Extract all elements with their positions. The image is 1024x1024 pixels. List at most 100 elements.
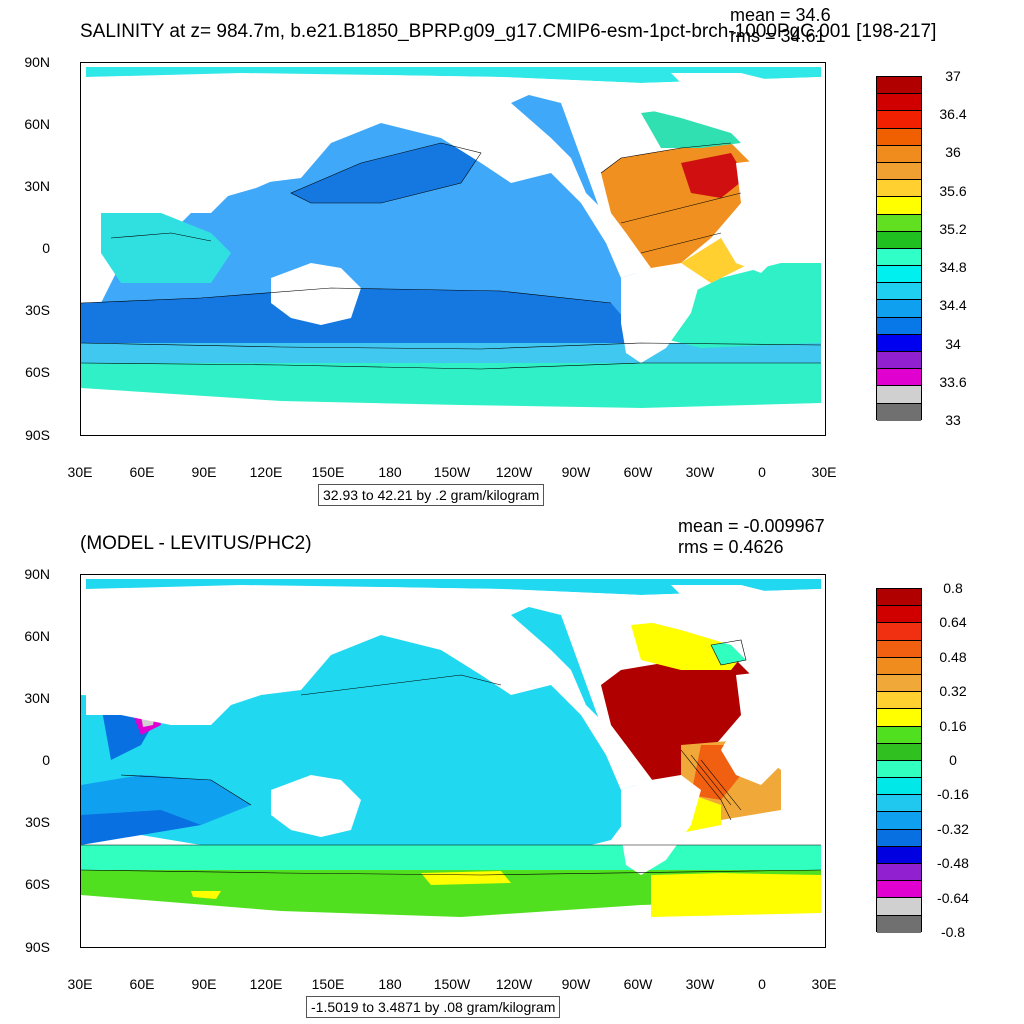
difference-panel: (MODEL - LEVITUS/PHC2) mean = -0.009967 … — [0, 512, 1024, 1024]
colorbar-label: 35.6 — [939, 182, 967, 199]
colorbar-cell — [877, 334, 921, 352]
x-tick-label: 60E — [129, 464, 155, 480]
x-tick-label: 60E — [129, 976, 155, 992]
y-tick-label: 90S — [25, 427, 50, 443]
x-tick-label: 90E — [191, 464, 217, 480]
panel-title: SALINITY at z= 984.7m, b.e21.B1850_BPRP.… — [80, 21, 937, 42]
colorbar-cell — [877, 829, 921, 847]
y-tick-label: 60S — [25, 364, 50, 380]
x-tick-label: 180 — [378, 976, 402, 992]
colorbar-label: 0.8 — [943, 580, 963, 596]
colorbar-cell — [877, 300, 921, 318]
colorbar-cell — [877, 881, 921, 899]
colorbar-label: -0.32 — [937, 820, 969, 837]
colorbar-cell — [877, 760, 921, 779]
colorbar-label: 37 — [945, 68, 961, 84]
colorbar — [876, 76, 922, 421]
x-tick-label: 150E — [311, 976, 345, 992]
colorbar-cell — [877, 674, 921, 693]
y-tick-label: 90N — [24, 566, 50, 582]
x-tick-label: 30E — [67, 976, 93, 992]
colorbar-label: 36.4 — [939, 106, 967, 123]
x-tick-label: 150W — [433, 976, 471, 992]
x-tick-label: 120E — [249, 976, 283, 992]
y-tick-label: 60N — [24, 628, 50, 644]
colorbar-label: 35.2 — [939, 220, 967, 237]
colorbar-cell — [877, 317, 921, 335]
colorbar-cell — [877, 898, 921, 916]
colorbar-label: -0.64 — [937, 889, 969, 906]
colorbar-cell — [877, 692, 921, 710]
colorbar-label: 34.8 — [939, 259, 967, 276]
colorbar-label: 36 — [945, 144, 961, 161]
colorbar-cell — [877, 657, 921, 675]
colorbar-cell — [877, 403, 921, 421]
x-tick-label: 30W — [685, 976, 715, 992]
colorbar-cell — [877, 864, 921, 882]
colorbar-label: 34 — [945, 335, 961, 352]
x-tick-label: 90E — [191, 976, 217, 992]
colorbar-cell — [877, 197, 921, 215]
x-tick-label: 60W — [623, 464, 653, 480]
colorbar-label: 0.16 — [939, 717, 967, 734]
salinity-map-canvas — [81, 67, 822, 435]
colorbar-cell — [877, 709, 921, 727]
y-tick-label: 60S — [25, 876, 50, 892]
x-tick-label: 90W — [561, 976, 591, 992]
colorbar-cell — [877, 743, 921, 761]
rms-label: rms = 0.4626 — [678, 537, 784, 557]
contour-range-label: 32.93 to 42.21 by .2 gram/kilogram — [318, 484, 545, 506]
x-tick-label: 150E — [311, 464, 345, 480]
y-tick-label: 0 — [42, 752, 50, 768]
rms-label: rms = 34.61 — [730, 26, 826, 46]
colorbar-cell — [877, 248, 921, 267]
y-tick-label: 30S — [25, 814, 50, 830]
colorbar-cell — [877, 128, 921, 146]
colorbar-cell — [877, 386, 921, 404]
salinity-map — [80, 62, 826, 436]
x-tick-label: 0 — [758, 976, 766, 992]
colorbar-label: 0.64 — [939, 614, 967, 631]
x-tick-label: 120W — [495, 464, 533, 480]
colorbar-cell — [877, 352, 921, 370]
x-tick-label: 30W — [685, 464, 715, 480]
colorbar-label: 0.32 — [939, 683, 967, 700]
colorbar-cell — [877, 231, 921, 249]
x-tick-label: 90W — [561, 464, 591, 480]
colorbar — [876, 588, 922, 933]
y-tick-label: 30N — [24, 178, 50, 194]
colorbar-label: -0.48 — [937, 855, 969, 872]
colorbar-label: 33.6 — [939, 373, 967, 390]
x-tick-label: 60W — [623, 976, 653, 992]
colorbar-cell — [877, 606, 921, 624]
y-tick-label: 30N — [24, 690, 50, 706]
colorbar-cell — [877, 846, 921, 864]
mean-label: mean = -0.009967 — [678, 516, 825, 536]
difference-map-canvas — [81, 579, 822, 947]
x-tick-label: 30E — [811, 464, 837, 480]
colorbar-cell — [877, 915, 921, 933]
difference-map — [80, 574, 826, 948]
y-tick-label: 90S — [25, 939, 50, 955]
colorbar-cell — [877, 778, 921, 796]
colorbar-label: 0 — [949, 752, 957, 768]
colorbar-cell — [877, 795, 921, 813]
x-tick-label: 120E — [249, 464, 283, 480]
x-tick-label: 30E — [811, 976, 837, 992]
colorbar-cell — [877, 369, 921, 387]
y-tick-label: 60N — [24, 116, 50, 132]
x-tick-label: 120W — [495, 976, 533, 992]
colorbar-cell — [877, 812, 921, 830]
y-tick-label: 30S — [25, 302, 50, 318]
x-tick-label: 180 — [378, 464, 402, 480]
colorbar-cell — [877, 94, 921, 112]
salinity-panel: SALINITY at z= 984.7m, b.e21.B1850_BPRP.… — [24, 5, 967, 506]
colorbar-cell — [877, 640, 921, 658]
y-tick-label: 0 — [42, 240, 50, 256]
colorbar-cell — [877, 77, 921, 95]
colorbar-cell — [877, 283, 921, 301]
colorbar-label: -0.8 — [940, 924, 966, 940]
colorbar-label: -0.16 — [937, 786, 969, 803]
colorbar-cell — [877, 111, 921, 129]
colorbar-cell — [877, 145, 921, 163]
